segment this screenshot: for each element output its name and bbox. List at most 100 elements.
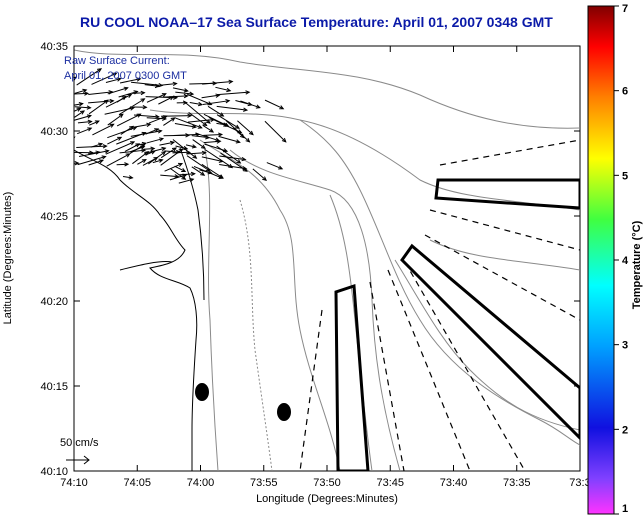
current-vector-arrow xyxy=(124,143,141,152)
radar-sector-boxes xyxy=(334,178,580,471)
colorbar-tick-label: 2 xyxy=(622,424,628,436)
current-vector-arrow xyxy=(120,125,135,135)
current-vector-arrow xyxy=(116,162,130,167)
current-vector-arrow xyxy=(264,120,287,143)
legend-line-1: Raw Surface Current: xyxy=(64,55,170,67)
current-vector-arrow xyxy=(204,148,234,169)
x-tick-label: 74:00 xyxy=(187,477,215,489)
current-vector-arrow xyxy=(218,135,241,144)
colorbar-tick-label: 5 xyxy=(622,170,628,182)
current-vector-arrow xyxy=(133,105,148,110)
current-vector-arrow xyxy=(191,166,206,176)
current-vector-arrow xyxy=(107,113,124,126)
current-vector-arrow xyxy=(148,115,168,124)
current-vector-arrow xyxy=(90,142,104,148)
current-vector-arrow xyxy=(91,72,118,85)
current-vector-arrow xyxy=(202,79,234,85)
current-vector-arrow xyxy=(146,93,167,103)
current-vector-arrow xyxy=(216,114,240,129)
current-vector-arrow xyxy=(122,175,134,180)
current-vector-arrow xyxy=(175,117,203,129)
current-vector-arrow xyxy=(130,145,146,153)
current-vector-arrow xyxy=(163,117,176,126)
current-vector-arrow xyxy=(189,101,204,107)
colorbar-tick-label: 7 xyxy=(622,3,628,15)
current-vector-arrow xyxy=(203,132,224,137)
current-vector-arrow xyxy=(169,173,188,181)
x-tick-label: 73:55 xyxy=(250,477,278,489)
scale-arrow-icon xyxy=(66,455,90,465)
current-vector-arrow xyxy=(137,159,147,165)
current-vector-arrow xyxy=(185,144,197,149)
current-vector-arrow xyxy=(118,98,146,115)
x-axis-label: Longitude (Degrees:Minutes) xyxy=(256,493,398,505)
y-axis-ticks: 40:35 40:30 40:25 40:20 40:15 40:10 xyxy=(40,41,580,478)
current-vector-arrow xyxy=(160,174,180,179)
current-vector-arrow xyxy=(74,114,92,121)
current-vector-arrow xyxy=(164,162,184,172)
current-vector-arrow xyxy=(145,128,160,135)
legend-line-2: April 01, 2007 0300 GMT xyxy=(64,70,187,82)
current-vector-arrow xyxy=(183,100,211,124)
current-vector-arrow xyxy=(225,120,251,143)
current-vector-arrow xyxy=(89,120,100,126)
current-vector-arrow xyxy=(88,150,101,155)
x-tick-label: 73:35 xyxy=(503,477,531,489)
current-vector-arrow xyxy=(202,124,215,133)
current-vector-arrow xyxy=(88,98,115,104)
current-vector-arrow xyxy=(116,95,127,103)
current-vector-arrow xyxy=(105,77,122,83)
current-vector-arrow xyxy=(107,86,129,95)
current-vector-arrow xyxy=(207,105,225,117)
surface-current-vectors xyxy=(74,68,287,184)
current-vector-arrow xyxy=(74,76,77,81)
plot-frame xyxy=(73,45,581,472)
current-vector-arrow xyxy=(74,161,80,166)
current-vector-arrow xyxy=(160,81,178,87)
current-vector-arrow xyxy=(192,139,206,149)
current-vector-arrow xyxy=(215,86,232,93)
colorbar-label: Temperature (°C) xyxy=(631,220,643,309)
y-tick-label: 40:15 xyxy=(40,381,68,393)
current-vector-arrow xyxy=(142,157,159,166)
current-vector-arrow xyxy=(158,96,175,105)
current-vector-arrow xyxy=(144,83,160,89)
current-vector-arrow xyxy=(266,162,284,170)
x-tick-label: 74:10 xyxy=(60,477,88,489)
current-vector-arrow xyxy=(159,140,176,146)
current-vector-arrow xyxy=(237,120,254,136)
current-vector-arrow xyxy=(217,90,251,96)
current-vector-arrow xyxy=(107,136,123,145)
marker-east xyxy=(277,403,291,421)
x-axis-ticks: 74:10 74:05 74:00 73:55 73:50 73:45 73:40 73:35… xyxy=(60,46,591,489)
current-vector-arrow xyxy=(199,169,213,175)
radar-dashed-lines xyxy=(299,139,580,471)
coastline xyxy=(74,147,205,471)
current-vector-arrow xyxy=(240,100,261,109)
current-vector-arrow xyxy=(172,87,189,93)
current-vector-arrow xyxy=(219,155,247,162)
y-tick-label: 40:20 xyxy=(40,296,68,308)
current-vector-arrow xyxy=(116,131,147,145)
current-vector-arrow xyxy=(78,149,110,157)
current-vector-arrow xyxy=(77,155,107,166)
current-vector-arrow xyxy=(145,150,156,156)
current-vector-arrow xyxy=(74,91,90,96)
colorbar-tick-label: 3 xyxy=(622,340,628,352)
current-vector-arrow xyxy=(174,165,187,173)
y-tick-label: 40:10 xyxy=(40,466,68,478)
bathymetry-contours xyxy=(74,49,580,471)
map-layers xyxy=(74,49,580,471)
x-tick-label: 74:05 xyxy=(123,477,151,489)
current-vector-arrow xyxy=(88,99,109,115)
map-title: RU COOL NOAA–17 Sea Surface Temperature:… xyxy=(80,14,553,30)
current-vector-arrow xyxy=(178,177,195,184)
colorbar-ticks: 7 6 5 4 3 2 1 xyxy=(614,3,629,515)
current-vector-arrow xyxy=(220,152,248,172)
current-vector-arrow xyxy=(152,158,164,164)
current-vector-arrow xyxy=(131,90,146,96)
y-tick-label: 40:25 xyxy=(40,211,68,223)
y-axis-label: Latitude (Degrees:Minutes) xyxy=(2,192,14,325)
current-vector-arrow xyxy=(195,132,221,142)
current-vector-arrow xyxy=(74,105,92,110)
